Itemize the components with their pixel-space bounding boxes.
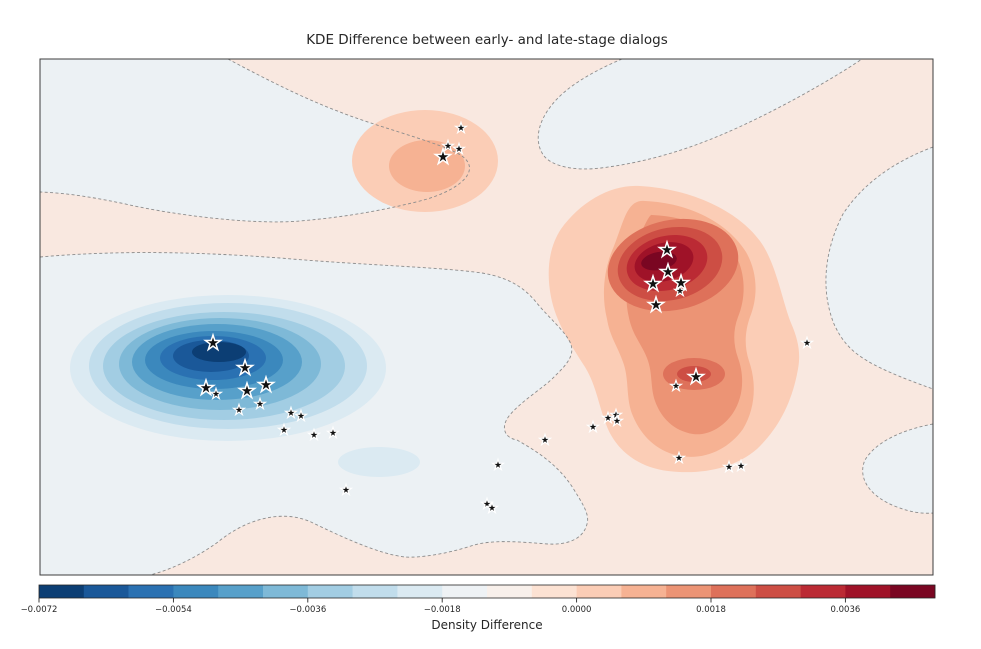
colorbar-segment [711,585,757,598]
star-marker-small [721,459,737,474]
blue-ring-8 [192,342,246,362]
star-marker-small [799,335,815,350]
star-marker-small [671,450,687,465]
star-marker-large [658,261,678,281]
orange-top-bump [352,110,498,212]
colorbar-segment [218,585,264,598]
star-marker-small [338,482,354,497]
star-marker-large [433,146,453,166]
colorbar-tick-label: −0.0036 [289,605,326,615]
colorbar-segment [621,585,667,598]
dashed-contour-central [40,252,589,575]
star-marker-large [646,294,666,314]
star-marker-large [643,273,663,293]
star-marker-small [283,405,299,420]
colorbar-segment [173,585,219,598]
colorbar-segment [83,585,129,598]
dashed-contour-top-middle [537,59,863,170]
star-marker-small [733,458,749,473]
zero-contour-dashed-lines [40,59,933,575]
colorbar-segment [307,585,353,598]
star-marker-large [657,239,677,259]
colorbar-tick-label: −0.0054 [155,605,192,615]
star-marker-large [686,366,706,386]
colorbar-segment [442,585,488,598]
star-marker-small [453,120,469,135]
colorbar-segment [487,585,533,598]
star-marker-large [256,374,276,394]
star-marker-small [208,386,224,401]
star-marker-large [671,272,691,292]
colorbar-segment [263,585,309,598]
colorbar-segment [576,585,622,598]
colorbar-ticks: −0.0072 −0.0054 −0.0036 −0.0018 0.0000 0.0018… [21,598,861,615]
star-marker-small [537,432,553,447]
star-marker-small [306,427,322,442]
colorbar-segment [128,585,174,598]
colorbar-segment [755,585,801,598]
star-marker-small [325,425,341,440]
plot-area [40,59,933,575]
region-right-middle [825,147,933,389]
dashed-contour-right-middle [825,146,933,390]
colorbar-segment [531,585,577,598]
red-kde-rings [548,185,800,473]
star-marker-small [490,457,506,472]
colorbar-segment [890,585,936,598]
star-marker-small [440,138,456,153]
star-marker-small [276,422,292,437]
star-marker-small [451,141,467,156]
colorbar-tick-label: 0.0000 [562,605,592,615]
plot-title: KDE Difference between early- and late-s… [306,32,668,48]
star-marker-small [293,408,309,423]
scatter-stars [196,120,815,515]
colorbar-segment [800,585,846,598]
star-marker-small [668,378,684,393]
star-marker-small [585,419,601,434]
star-marker-large [196,377,216,397]
dashed-contour-top-left [40,59,470,223]
colorbar-segment [397,585,443,598]
colorbar-segment [666,585,712,598]
colorbar-segment [352,585,398,598]
colorbar-segments [39,585,936,598]
star-marker-large [237,380,257,400]
star-marker-large [203,332,223,352]
axes-frame [39,58,934,576]
colorbar: −0.0072 −0.0054 −0.0036 −0.0018 0.0000 0.0018… [21,584,936,632]
orange-top-ring-1 [389,140,465,192]
colorbar-tick-label: 0.0036 [831,605,861,615]
colorbar-tick-label: 0.0018 [696,605,726,615]
colorbar-segment [845,585,891,598]
blue-kde-rings [70,295,420,477]
colorbar-segment [39,585,85,598]
star-marker-small [252,396,268,411]
colorbar-tick-label: −0.0072 [21,605,58,615]
star-marker-small [609,413,625,428]
region-top-middle-wedge [538,59,862,169]
region-right-lower [862,424,933,514]
star-marker-small [600,410,616,425]
colorbar-axis-label: Density Difference [431,618,542,632]
star-marker-large [235,357,255,377]
colorbar-tick-label: −0.0018 [424,605,461,615]
blue-secondary-dip [338,447,420,477]
colorbar-frame [38,584,936,599]
star-marker-small [484,500,500,515]
star-marker-small [231,402,247,417]
